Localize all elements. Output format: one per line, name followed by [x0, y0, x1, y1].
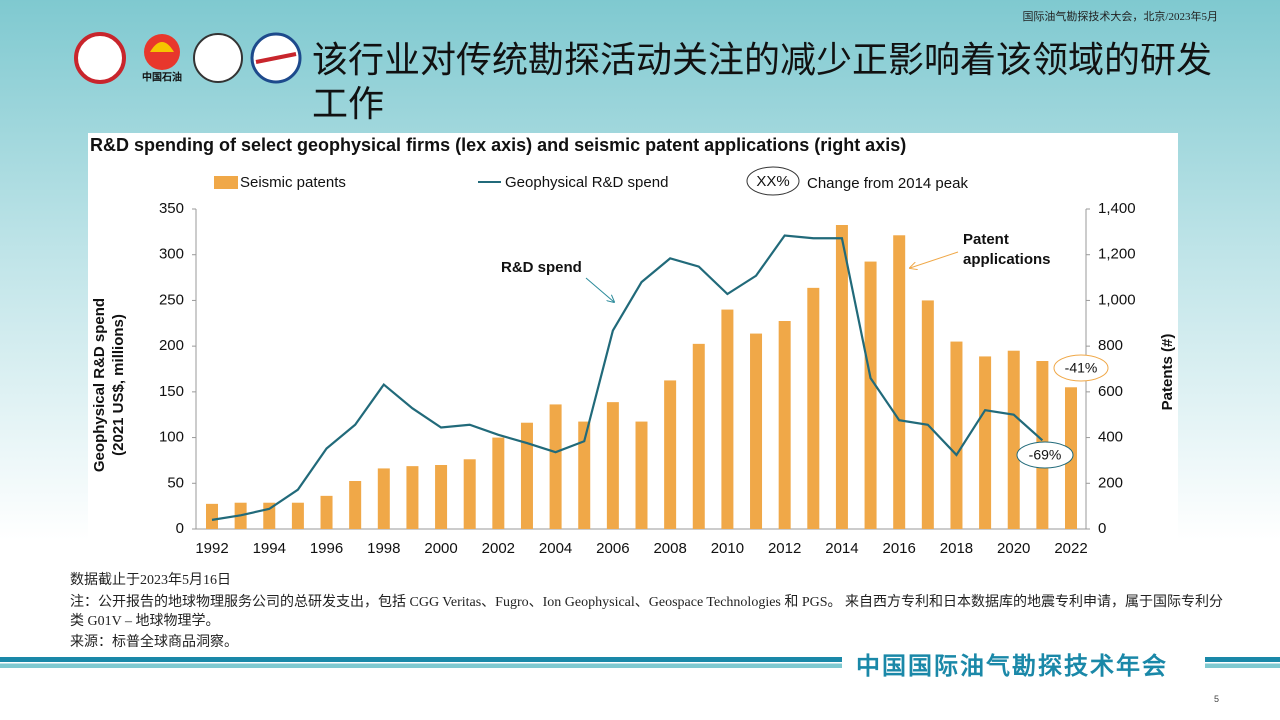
- bar: [435, 465, 448, 529]
- annotation-arrow: [585, 277, 614, 302]
- annotation: R&D spend: [501, 259, 582, 276]
- x-tick-label: 2002: [482, 540, 515, 557]
- y2-tick-label: 1,000: [1098, 291, 1136, 308]
- x-tick-label: 2004: [539, 540, 572, 557]
- line: [211, 234, 1044, 521]
- y2-tick-label: 1,400: [1098, 200, 1136, 217]
- legend-label: Geophysical R&D spend: [505, 174, 668, 191]
- bar: [492, 437, 505, 529]
- y-tick-label: 50: [167, 474, 184, 491]
- y-tick-label: 100: [159, 429, 184, 446]
- bar: [950, 341, 963, 529]
- y-axis-title: (2021 US$, millions): [110, 314, 127, 456]
- annotation-ellipse: [1053, 354, 1109, 382]
- bar: [664, 380, 677, 529]
- chart-bg: [88, 133, 1178, 561]
- y2-tick-label: 1,200: [1098, 246, 1136, 263]
- annotation: -69%: [1029, 447, 1062, 463]
- x-tick-label: 2016: [883, 540, 916, 557]
- footer-title: 中国国际油气勘探技术年会: [856, 653, 1168, 680]
- bar: [893, 235, 906, 530]
- bar: [606, 402, 619, 529]
- footer-band: [1205, 657, 1280, 668]
- page-number: 5: [1214, 694, 1220, 704]
- bar: [206, 503, 218, 529]
- legend-label: Seismic patents: [240, 174, 346, 191]
- y-tick-label: 300: [159, 246, 184, 263]
- legend-symbol: XX%: [756, 173, 789, 190]
- bar: [377, 468, 390, 529]
- bar: [1007, 350, 1020, 529]
- logos: 中国石油: [74, 32, 302, 84]
- y2-tick-label: 0: [1098, 520, 1106, 537]
- legend-ellipse: [746, 166, 800, 196]
- note: 数据截止于2023年5月16日: [70, 573, 231, 588]
- x-tick-label: 2008: [653, 540, 686, 557]
- bar: [864, 261, 877, 529]
- bar: [807, 287, 820, 529]
- x-tick-label: 2012: [768, 540, 801, 557]
- y2-tick-label: 200: [1098, 474, 1123, 491]
- legend-swatch: [214, 176, 238, 189]
- slide-title: 该行业对传统勘探活动关注的减少正影响着该领域的研发工作: [312, 39, 1213, 124]
- x-tick-label: 2020: [997, 540, 1030, 557]
- x-tick-label: 1996: [310, 540, 343, 557]
- event-label: 国际油气勘探技术大会，北京/2023年5月: [1022, 11, 1218, 23]
- bar: [463, 459, 476, 529]
- bar: [320, 495, 333, 529]
- bar: [406, 466, 419, 529]
- logo-text: 中国石油: [142, 71, 182, 84]
- bar: [520, 422, 533, 529]
- bar: [549, 404, 562, 529]
- bar: [349, 481, 362, 529]
- y-tick-label: 200: [159, 337, 184, 354]
- footer-band: [0, 657, 842, 668]
- annotation-arrow: [910, 251, 959, 268]
- annotation: -41%: [1065, 360, 1098, 376]
- annotation: Patent applications: [963, 231, 1051, 268]
- x-tick-label: 1998: [367, 540, 400, 557]
- x-tick-label: 2014: [825, 540, 858, 557]
- x-tick-label: 2018: [940, 540, 973, 557]
- y2-axis-title: Patents (#): [1159, 334, 1176, 411]
- x-tick-label: 1994: [253, 540, 286, 557]
- y-tick-label: 250: [159, 291, 184, 308]
- bar: [835, 225, 848, 529]
- note: 来源：标普全球商品洞察。: [70, 635, 238, 650]
- bar: [721, 309, 734, 529]
- bar: [578, 421, 591, 529]
- y-axis-title: Geophysical R&D spend: [91, 298, 108, 472]
- y-tick-label: 350: [159, 200, 184, 217]
- y-tick-label: 150: [159, 383, 184, 400]
- x-tick-label: 2022: [1054, 540, 1087, 557]
- x-tick-label: 2010: [711, 540, 744, 557]
- bar: [979, 356, 992, 529]
- y2-tick-label: 600: [1098, 383, 1123, 400]
- bar: [921, 300, 934, 529]
- bar: [750, 333, 763, 529]
- note: 注：公开报告的地球物理服务公司的总研发支出，包括 CGG Veritas、Fug…: [70, 595, 1224, 629]
- x-tick-label: 1992: [195, 540, 228, 557]
- annotation-ellipse: [1016, 441, 1074, 469]
- bar: [291, 502, 304, 529]
- y-tick-label: 0: [176, 520, 184, 537]
- y2-tick-label: 800: [1098, 337, 1123, 354]
- bar: [692, 343, 705, 529]
- bar: [635, 421, 648, 529]
- legend-label: Change from 2014 peak: [807, 175, 968, 192]
- chart-title: R&D spending of select geophysical firms…: [90, 135, 906, 155]
- x-tick-label: 2006: [596, 540, 629, 557]
- bar: [778, 321, 791, 529]
- x-tick-label: 2000: [424, 540, 457, 557]
- y2-tick-label: 400: [1098, 429, 1123, 446]
